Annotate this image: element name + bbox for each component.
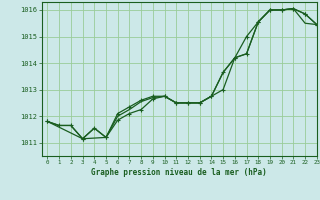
- X-axis label: Graphe pression niveau de la mer (hPa): Graphe pression niveau de la mer (hPa): [91, 168, 267, 177]
